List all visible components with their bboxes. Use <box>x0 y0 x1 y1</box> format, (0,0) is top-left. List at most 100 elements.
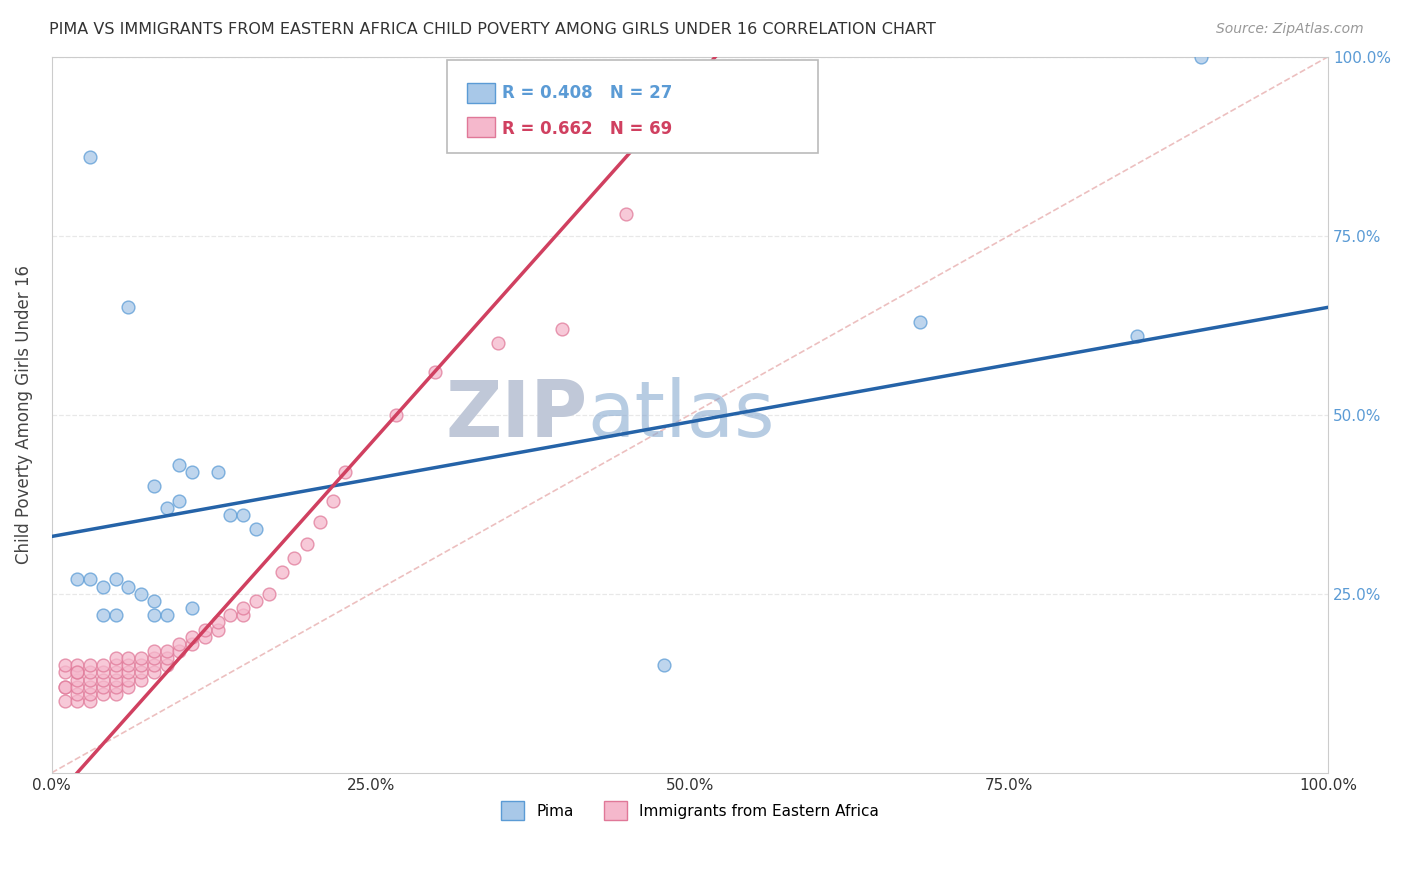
Point <box>142 658 165 673</box>
Point <box>194 623 217 637</box>
Point <box>79 665 101 680</box>
Point <box>104 608 127 623</box>
Point <box>91 580 114 594</box>
Point <box>91 680 114 694</box>
Point <box>1189 50 1212 64</box>
Point <box>245 594 267 608</box>
Point <box>129 587 152 601</box>
Point <box>79 573 101 587</box>
Point <box>117 658 139 673</box>
Point <box>385 408 408 422</box>
Point <box>181 465 204 479</box>
Point <box>66 658 89 673</box>
Point <box>129 665 152 680</box>
Point <box>295 536 318 550</box>
Point <box>142 594 165 608</box>
Point <box>207 623 229 637</box>
Point <box>104 665 127 680</box>
Point <box>91 658 114 673</box>
Point <box>207 615 229 630</box>
Text: Source: ZipAtlas.com: Source: ZipAtlas.com <box>1216 22 1364 37</box>
Point <box>104 658 127 673</box>
Point <box>66 573 89 587</box>
Point <box>232 508 254 522</box>
Point <box>104 687 127 701</box>
Point <box>129 673 152 687</box>
Point <box>245 522 267 536</box>
Y-axis label: Child Poverty Among Girls Under 16: Child Poverty Among Girls Under 16 <box>15 265 32 565</box>
Point <box>335 465 357 479</box>
Point <box>66 665 89 680</box>
Point <box>156 644 179 658</box>
Point <box>117 651 139 665</box>
FancyBboxPatch shape <box>447 61 817 153</box>
Point <box>79 658 101 673</box>
Point <box>156 651 179 665</box>
Point <box>66 687 89 701</box>
Point <box>156 608 179 623</box>
Point <box>104 680 127 694</box>
Point <box>156 500 179 515</box>
Point <box>181 630 204 644</box>
Point <box>104 673 127 687</box>
Point <box>53 680 76 694</box>
Point <box>169 644 191 658</box>
Point <box>142 651 165 665</box>
Point <box>117 673 139 687</box>
Point <box>117 665 139 680</box>
Point <box>169 458 191 472</box>
Point <box>104 573 127 587</box>
Point <box>142 608 165 623</box>
Point <box>91 673 114 687</box>
Point <box>79 680 101 694</box>
Point <box>129 651 152 665</box>
Point <box>207 465 229 479</box>
Bar <box>467 83 495 103</box>
Point <box>257 587 280 601</box>
Point <box>322 493 344 508</box>
Point <box>283 550 305 565</box>
Point <box>654 658 676 673</box>
Point <box>91 608 114 623</box>
Text: R = 0.408   N = 27: R = 0.408 N = 27 <box>502 84 672 102</box>
Point <box>1125 329 1147 343</box>
Point <box>142 665 165 680</box>
Point <box>129 658 152 673</box>
Point <box>270 566 292 580</box>
Point <box>79 150 101 164</box>
Text: PIMA VS IMMIGRANTS FROM EASTERN AFRICA CHILD POVERTY AMONG GIRLS UNDER 16 CORREL: PIMA VS IMMIGRANTS FROM EASTERN AFRICA C… <box>49 22 936 37</box>
Point <box>219 608 242 623</box>
Point <box>142 479 165 493</box>
Point <box>488 336 510 351</box>
Point <box>551 322 574 336</box>
Point <box>219 508 242 522</box>
Point <box>423 365 446 379</box>
Point <box>104 651 127 665</box>
Point <box>908 315 931 329</box>
Point <box>117 680 139 694</box>
Legend: Pima, Immigrants from Eastern Africa: Pima, Immigrants from Eastern Africa <box>495 795 886 826</box>
Point <box>117 580 139 594</box>
Point <box>232 601 254 615</box>
Text: R = 0.662   N = 69: R = 0.662 N = 69 <box>502 120 672 137</box>
Point <box>614 207 637 221</box>
Point <box>169 493 191 508</box>
Point <box>53 694 76 708</box>
Point <box>91 687 114 701</box>
Point <box>142 644 165 658</box>
Point <box>66 694 89 708</box>
Point <box>117 301 139 315</box>
Point <box>66 680 89 694</box>
Point <box>66 665 89 680</box>
Point <box>53 665 76 680</box>
Point <box>194 630 217 644</box>
Point <box>53 658 76 673</box>
Point <box>156 658 179 673</box>
Point <box>232 608 254 623</box>
Point <box>66 673 89 687</box>
Point <box>79 687 101 701</box>
Bar <box>467 117 495 136</box>
Text: ZIP: ZIP <box>446 376 588 453</box>
Point <box>91 665 114 680</box>
Point <box>181 601 204 615</box>
